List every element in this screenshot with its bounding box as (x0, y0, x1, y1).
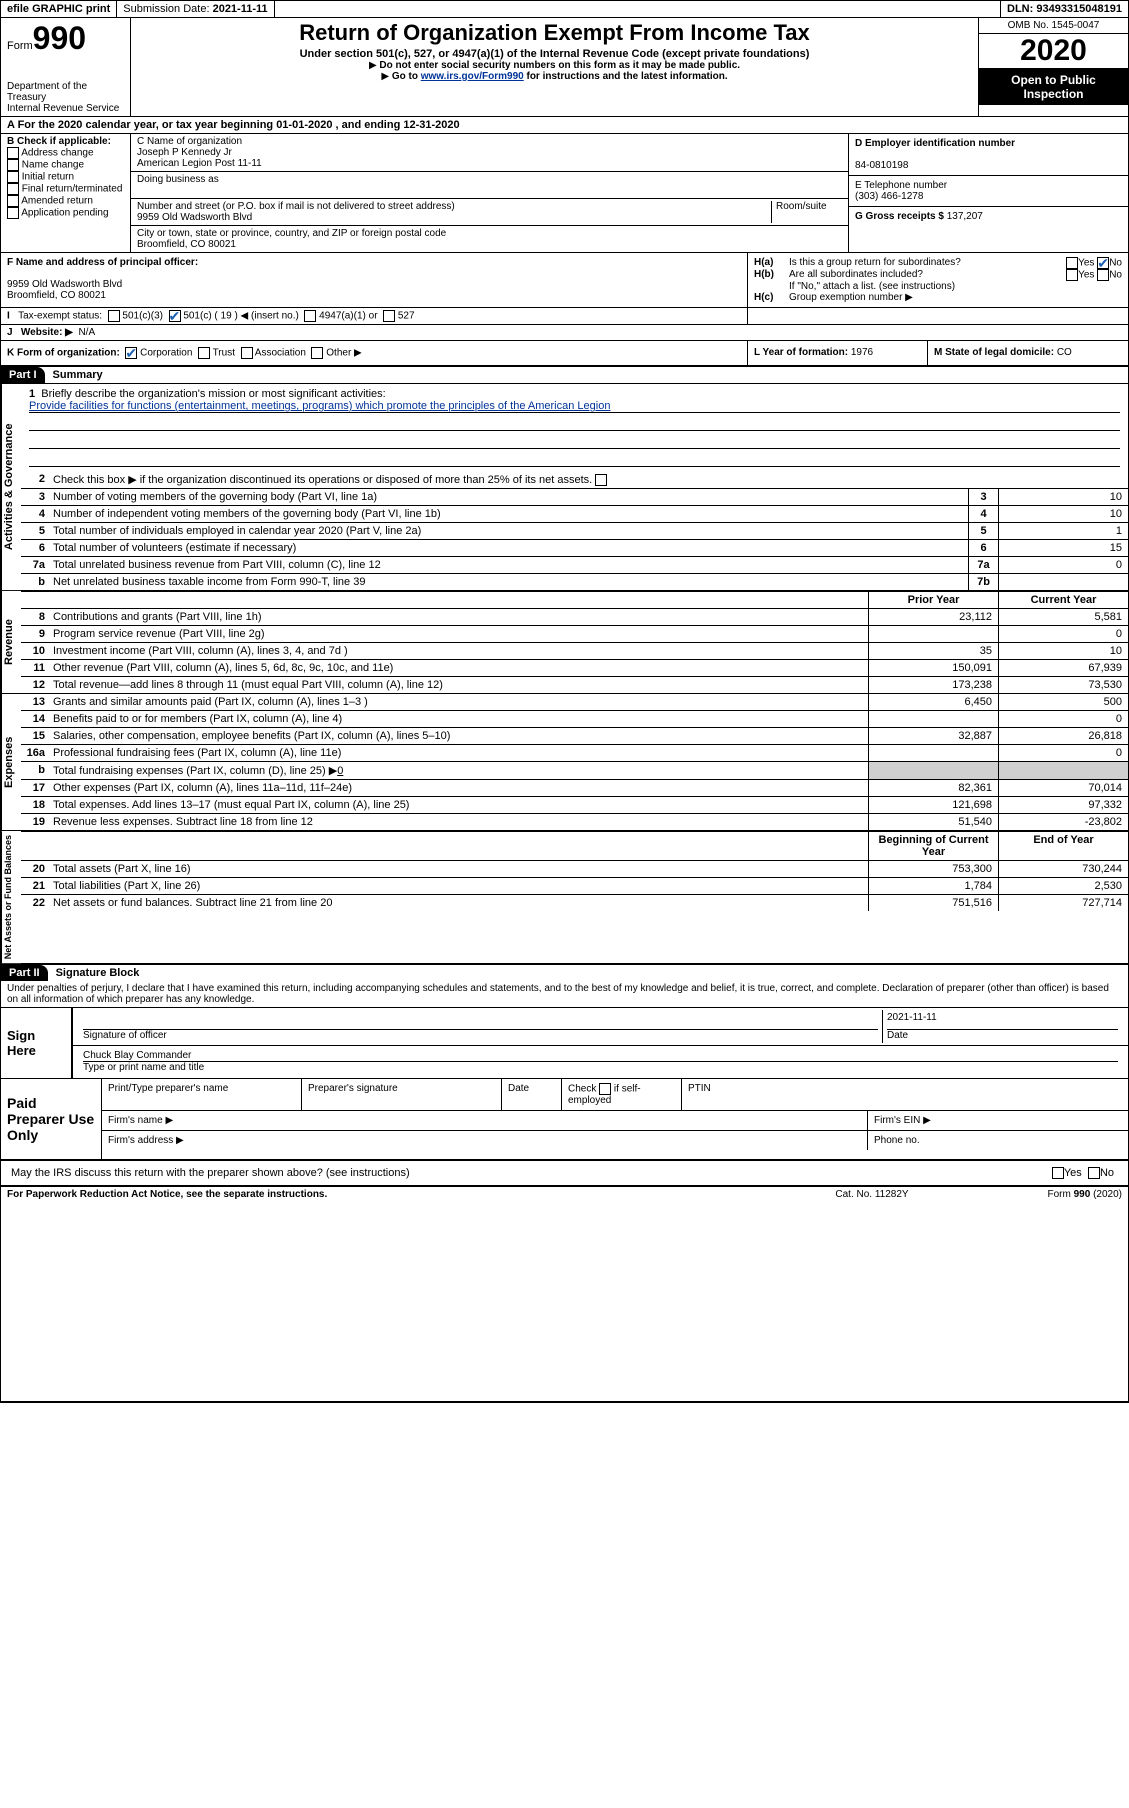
efile-label: efile GRAPHIC print (1, 1, 117, 17)
subtitle-1: Under section 501(c), 527, or 4947(a)(1)… (139, 48, 970, 60)
line-2: Check this box ▶ if the organization dis… (49, 471, 1128, 488)
side-activities: Activities & Governance (1, 384, 21, 590)
section-h: H(a)Is this a group return for subordina… (748, 253, 1128, 307)
period-row: A For the 2020 calendar year, or tax yea… (1, 117, 1128, 134)
cb-final-return[interactable]: Final return/terminated (7, 183, 124, 195)
section-f: F Name and address of principal officer:… (1, 253, 748, 307)
line-1: 1 Briefly describe the organization's mi… (21, 384, 1128, 471)
side-expenses: Expenses (1, 694, 21, 830)
part2-header: Part IISignature Block (1, 965, 1128, 981)
street-address: 9959 Old Wadsworth Blvd (137, 212, 767, 223)
ein: 84-0810198 (855, 160, 908, 171)
val-6: 15 (998, 540, 1128, 556)
section-k: K Form of organization: Corporation Trus… (1, 341, 748, 365)
cb-app-pending[interactable]: Application pending (7, 207, 124, 219)
form-footer: Form 990 (2020) (972, 1189, 1122, 1200)
section-c: C Name of organization Joseph P Kennedy … (131, 134, 848, 252)
val-4: 10 (998, 506, 1128, 522)
paid-preparer-label: Paid Preparer Use Only (1, 1079, 101, 1159)
org-name-2: American Legion Post 11-11 (137, 158, 842, 169)
dept-label: Department of the Treasury Internal Reve… (7, 81, 124, 114)
section-l: L Year of formation: 1976 (748, 341, 928, 365)
org-name-1: Joseph P Kennedy Jr (137, 147, 842, 158)
501c-checkbox[interactable] (169, 310, 181, 322)
form-label: Form (7, 40, 33, 52)
cb-initial-return[interactable]: Initial return (7, 171, 124, 183)
sign-here-label: Sign Here (1, 1008, 71, 1078)
top-spacer (275, 1, 1001, 17)
val-3: 10 (998, 489, 1128, 505)
side-revenue: Revenue (1, 591, 21, 693)
dln: DLN: 93493315048191 (1001, 1, 1128, 17)
open-public: Open to Public Inspection (979, 69, 1128, 105)
subtitle-3: ▶ Go to www.irs.gov/Form990 for instruct… (139, 71, 970, 82)
section-j: J Website: ▶ N/A (1, 325, 1128, 341)
sub-date-cell: Submission Date: 2021-11-11 (117, 1, 274, 17)
top-bar: efile GRAPHIC print Submission Date: 202… (0, 0, 1129, 18)
cat-number: Cat. No. 11282Y (772, 1189, 972, 1200)
corp-checkbox[interactable] (125, 347, 137, 359)
cb-address-change[interactable]: Address change (7, 147, 124, 159)
ha-no-checkbox[interactable] (1097, 257, 1109, 269)
subtitle-2: ▶ Do not enter social security numbers o… (139, 60, 970, 71)
tax-year: 2020 (979, 34, 1128, 69)
side-netassets: Net Assets or Fund Balances (1, 831, 21, 963)
declaration: Under penalties of perjury, I declare th… (1, 981, 1128, 1007)
sign-date: 2021-11-11 (887, 1012, 1118, 1030)
section-i: I Tax-exempt status: 501(c)(3) 501(c) ( … (1, 308, 748, 324)
officer-name: Chuck Blay Commander (83, 1050, 1118, 1062)
section-def: D Employer identification number84-08101… (848, 134, 1128, 252)
discuss-question: May the IRS discuss this return with the… (7, 1165, 1044, 1181)
gross-receipts: 137,207 (947, 211, 983, 222)
city-state-zip: Broomfield, CO 80021 (137, 239, 842, 250)
cb-amended[interactable]: Amended return (7, 195, 124, 207)
val-7b (998, 574, 1128, 590)
part1-header: Part ISummary (1, 367, 1128, 384)
section-m: M State of legal domicile: CO (928, 341, 1128, 365)
omb-number: OMB No. 1545-0047 (979, 18, 1128, 34)
val-7a: 0 (998, 557, 1128, 573)
form-header: Form990 Department of the Treasury Inter… (1, 18, 1128, 117)
phone: (303) 466-1278 (855, 191, 923, 202)
form-title: Return of Organization Exempt From Incom… (139, 20, 970, 46)
mission-text[interactable]: Provide facilities for functions (entert… (29, 400, 1120, 413)
form-number: 990 (33, 20, 86, 56)
irs-link[interactable]: www.irs.gov/Form990 (421, 71, 524, 82)
cb-name-change[interactable]: Name change (7, 159, 124, 171)
pra-notice: For Paperwork Reduction Act Notice, see … (7, 1189, 772, 1200)
section-b: B Check if applicable: Address change Na… (1, 134, 131, 252)
val-5: 1 (998, 523, 1128, 539)
